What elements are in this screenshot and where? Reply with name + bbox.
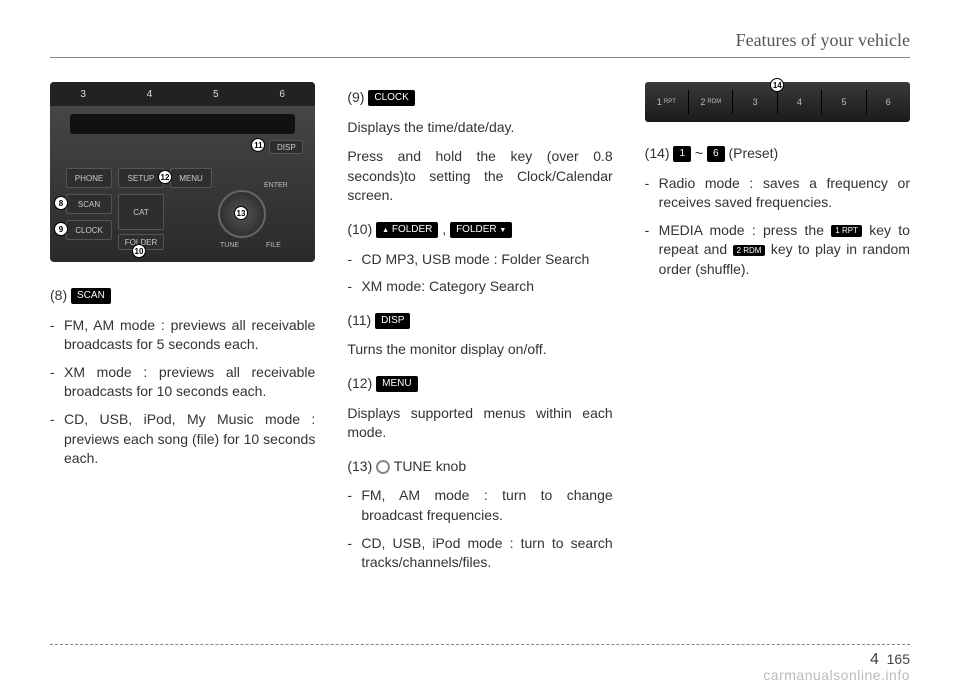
page-footer: 4 165 bbox=[50, 644, 910, 669]
preset-3: 3 bbox=[80, 89, 86, 100]
item-10-li1: CD MP3, USB mode : Folder Search bbox=[347, 250, 612, 270]
item-8-line: (8) SCAN bbox=[50, 286, 315, 306]
callout-9: 9 bbox=[54, 222, 68, 236]
item-11-p: Turns the monitor display on/off. bbox=[347, 340, 612, 360]
item-9-p2: Press and hold the key (over 0.8 seconds… bbox=[347, 147, 612, 206]
item-9-p1: Displays the time/date/day. bbox=[347, 118, 612, 138]
preset-6-pill: 6 bbox=[707, 146, 725, 162]
item-14-li1: Radio mode : saves a frequency or receiv… bbox=[645, 174, 910, 213]
column-3: 14 1RPT 2RDM 3 4 5 6 (14) 1 ~ 6 (Preset)… bbox=[645, 82, 910, 587]
enter-label: ENTER bbox=[264, 182, 288, 189]
scan-btn: SCAN bbox=[66, 194, 112, 214]
preset-cell-2: 2RDM bbox=[689, 90, 733, 114]
callout-11: 11 bbox=[251, 138, 265, 152]
item-13-list: FM, AM mode : turn to change broadcast f… bbox=[347, 486, 612, 572]
folder-up-pill: ▲ FOLDER bbox=[376, 222, 438, 238]
rdm-pill: 2 RDM bbox=[733, 245, 766, 256]
preset-cell-5: 5 bbox=[822, 90, 866, 114]
callout-8: 8 bbox=[54, 196, 68, 210]
preset-cell-3: 3 bbox=[733, 90, 777, 114]
section-number: 4 bbox=[870, 651, 879, 668]
cd-slot bbox=[70, 114, 295, 134]
item-13-li2: CD, USB, iPod mode : turn to search trac… bbox=[347, 534, 612, 573]
preset-6: 6 bbox=[279, 89, 285, 100]
content-columns: 3 4 5 6 DISP 11 PHONE SETUP MENU 12 SCAN… bbox=[50, 82, 910, 587]
menu-btn: MENU bbox=[170, 168, 212, 188]
phone-btn: PHONE bbox=[66, 168, 112, 188]
callout-14: 14 bbox=[770, 78, 784, 92]
item-9-num: (9) bbox=[347, 89, 364, 105]
tilde: ~ bbox=[695, 145, 703, 161]
item-10-num: (10) bbox=[347, 221, 372, 237]
page-header: Features of your vehicle bbox=[50, 30, 910, 58]
callout-12: 12 bbox=[158, 170, 172, 184]
item-13-num: (13) bbox=[347, 458, 372, 474]
preset-cell-1: 1RPT bbox=[645, 90, 689, 114]
item-14-num: (14) bbox=[645, 145, 670, 161]
page-number: 165 bbox=[887, 651, 910, 667]
cat-btn: CAT bbox=[118, 194, 164, 230]
preset-1-pill: 1 bbox=[673, 146, 691, 162]
radio-panel-image: 3 4 5 6 DISP 11 PHONE SETUP MENU 12 SCAN… bbox=[50, 82, 315, 262]
disp-pill: DISP bbox=[375, 313, 410, 329]
item-8-li1: FM, AM mode : previews all receivable br… bbox=[50, 316, 315, 355]
callout-13: 13 bbox=[234, 206, 248, 220]
clock-pill: CLOCK bbox=[368, 90, 414, 106]
folder-down-pill: FOLDER ▼ bbox=[450, 222, 512, 238]
preset-strip-image: 14 1RPT 2RDM 3 4 5 6 bbox=[645, 82, 910, 122]
item-12-line: (12) MENU bbox=[347, 374, 612, 394]
item-12-p: Displays supported menus within each mod… bbox=[347, 404, 612, 443]
rpt-pill: 1 RPT bbox=[831, 225, 862, 236]
item-8-num: (8) bbox=[50, 287, 67, 303]
item-11-line: (11) DISP bbox=[347, 311, 612, 331]
item-13-line: (13) TUNE knob bbox=[347, 457, 612, 477]
callout-10: 10 bbox=[132, 244, 146, 258]
clock-btn: CLOCK bbox=[66, 220, 112, 240]
column-2: (9) CLOCK Displays the time/date/day. Pr… bbox=[347, 82, 612, 587]
item-9-line: (9) CLOCK bbox=[347, 88, 612, 108]
item-14-list: Radio mode : saves a frequency or receiv… bbox=[645, 174, 910, 280]
item-14-suffix: (Preset) bbox=[728, 145, 778, 161]
knob-icon bbox=[376, 460, 390, 474]
item-14-li2: MEDIA mode : press the 1 RPT key to repe… bbox=[645, 221, 910, 280]
item-12-num: (12) bbox=[347, 375, 372, 391]
scan-pill: SCAN bbox=[71, 288, 111, 304]
item-11-num: (11) bbox=[347, 312, 371, 328]
item-10-li2: XM mode: Category Search bbox=[347, 277, 612, 297]
item-8-li3: CD, USB, iPod, My Music mode : previews … bbox=[50, 410, 315, 469]
header-title: Features of your vehicle bbox=[736, 30, 910, 50]
column-1: 3 4 5 6 DISP 11 PHONE SETUP MENU 12 SCAN… bbox=[50, 82, 315, 587]
preset-cell-4: 4 bbox=[778, 90, 822, 114]
item-14-line: (14) 1 ~ 6 (Preset) bbox=[645, 144, 910, 164]
file-label: FILE bbox=[266, 242, 281, 249]
radio-top-row: 3 4 5 6 bbox=[50, 82, 315, 106]
item-10-line: (10) ▲ FOLDER , FOLDER ▼ bbox=[347, 220, 612, 240]
watermark: carmanualsonline.info bbox=[763, 667, 910, 683]
item-8-li2: XM mode : previews all receivable broadc… bbox=[50, 363, 315, 402]
preset-4: 4 bbox=[147, 89, 153, 100]
item-8-list: FM, AM mode : previews all receivable br… bbox=[50, 316, 315, 469]
preset-cell-6: 6 bbox=[867, 90, 910, 114]
preset-5: 5 bbox=[213, 89, 219, 100]
disp-btn: DISP bbox=[269, 140, 303, 154]
item-10-list: CD MP3, USB mode : Folder Search XM mode… bbox=[347, 250, 612, 297]
tune-label: TUNE bbox=[220, 242, 239, 249]
item-13-label: TUNE knob bbox=[394, 458, 466, 474]
menu-pill: MENU bbox=[376, 376, 417, 392]
item-13-li1: FM, AM mode : turn to change broadcast f… bbox=[347, 486, 612, 525]
